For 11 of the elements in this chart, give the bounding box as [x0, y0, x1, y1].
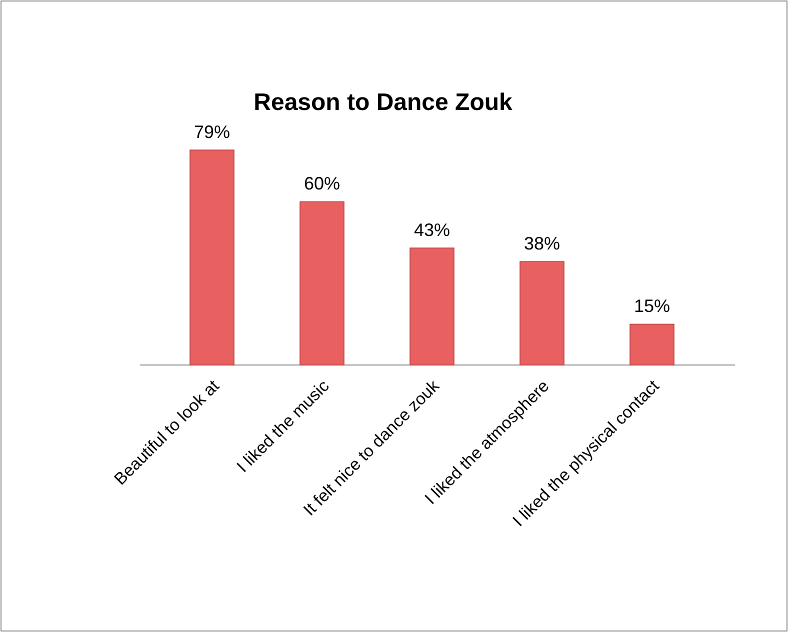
data-label: 43% [414, 220, 450, 240]
bar [410, 248, 454, 366]
bar [190, 150, 234, 366]
bar [520, 261, 564, 366]
data-label: 79% [194, 122, 230, 142]
bar [300, 201, 344, 366]
bar [630, 324, 674, 366]
data-label: 38% [524, 234, 560, 254]
chart-title: Reason to Dance Zouk [254, 89, 514, 116]
data-label: 60% [304, 174, 340, 194]
data-label: 15% [634, 296, 670, 316]
